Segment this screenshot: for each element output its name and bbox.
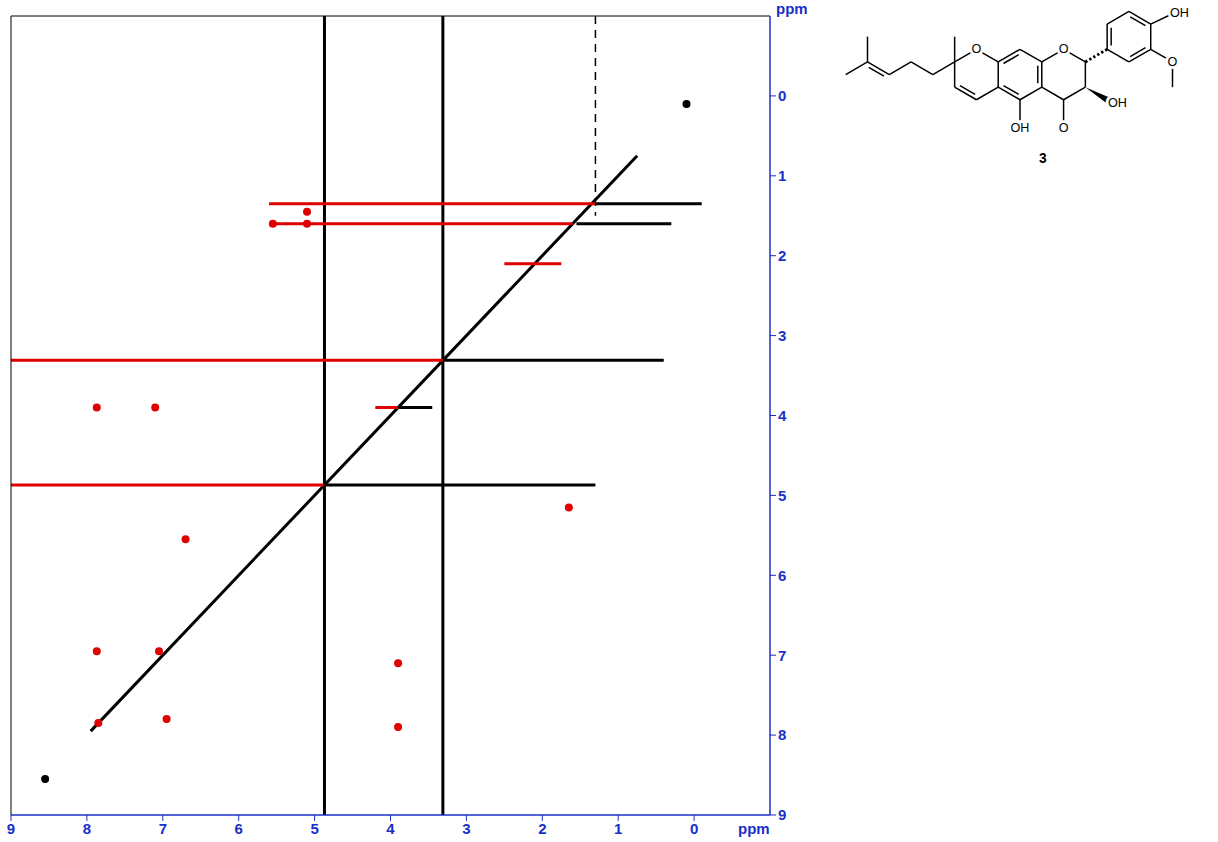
svg-text:0: 0 bbox=[778, 87, 786, 104]
svg-text:O: O bbox=[1168, 55, 1178, 69]
svg-text:9: 9 bbox=[778, 806, 786, 823]
svg-text:OH: OH bbox=[1011, 121, 1030, 135]
svg-text:3: 3 bbox=[462, 820, 470, 837]
svg-text:OH: OH bbox=[1170, 6, 1189, 20]
svg-text:O: O bbox=[1059, 121, 1069, 135]
svg-text:OH: OH bbox=[1108, 96, 1127, 110]
svg-text:0: 0 bbox=[690, 820, 698, 837]
svg-text:7: 7 bbox=[159, 820, 167, 837]
svg-text:5: 5 bbox=[310, 820, 318, 837]
svg-text:4: 4 bbox=[386, 820, 395, 837]
svg-text:3: 3 bbox=[778, 327, 786, 344]
svg-text:8: 8 bbox=[778, 726, 786, 743]
svg-text:7: 7 bbox=[778, 647, 786, 664]
svg-text:1: 1 bbox=[778, 167, 786, 184]
html-text:ppm: ppm bbox=[776, 0, 808, 17]
svg-text:9: 9 bbox=[7, 820, 15, 837]
svg-text:2: 2 bbox=[538, 820, 546, 837]
svg-text:6: 6 bbox=[235, 820, 243, 837]
svg-text:O: O bbox=[1059, 42, 1069, 56]
svg-text:8: 8 bbox=[83, 820, 91, 837]
svg-text:2: 2 bbox=[778, 247, 786, 264]
svg-text:O: O bbox=[972, 42, 982, 56]
svg-text:6: 6 bbox=[778, 567, 786, 584]
svg-text:4: 4 bbox=[778, 407, 787, 424]
svg-text:5: 5 bbox=[778, 487, 786, 504]
html-text:ppm: ppm bbox=[738, 820, 770, 837]
svg-text:3: 3 bbox=[1039, 151, 1047, 166]
svg-text:1: 1 bbox=[614, 820, 622, 837]
